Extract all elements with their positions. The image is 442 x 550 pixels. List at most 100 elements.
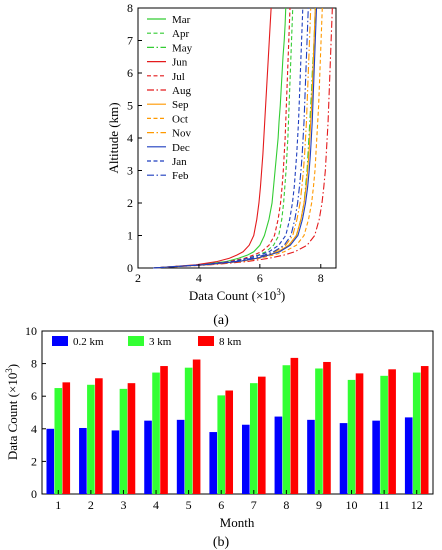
series-line-jan — [153, 7, 304, 269]
bar-3km-month-8 — [282, 365, 291, 494]
bar-0_2km-month-10 — [339, 423, 348, 494]
x-tick-label: 8 — [283, 498, 289, 512]
plot-a-legend: Mar Apr May Jun Jul Aug Sep Oct Nov Dec Jan Feb — [147, 14, 193, 182]
bar-8km-month-1 — [62, 382, 71, 494]
monthly-bars — [46, 357, 429, 494]
bar-3km-month-11 — [380, 375, 388, 494]
bar-3km-month-6 — [217, 395, 226, 494]
bar-8km-month-12 — [420, 366, 429, 494]
legend-label-jul: Jul — [172, 71, 185, 83]
legend-label-dec: Dec — [172, 142, 190, 154]
y-tick-label: 6 — [31, 389, 37, 403]
x-tick-label: 6 — [257, 271, 263, 285]
y-tick-label: 5 — [127, 99, 133, 113]
altitude-profile-chart: 2 4 6 8 0 1 2 3 4 5 6 7 8 Mar Apr May Jun Jul Aug Sep Oct No… — [106, 1, 337, 328]
y-tick-label: 10 — [25, 324, 37, 338]
series-line-apr — [153, 7, 294, 269]
y-tick-label: 1 — [127, 229, 133, 243]
x-tick-label: 4 — [153, 498, 159, 512]
x-tick-label: 8 — [318, 271, 324, 285]
bar-3km-month-7 — [249, 383, 258, 494]
plot-b-xlabel: Month — [220, 515, 255, 530]
legend-label-oct: Oct — [172, 113, 188, 125]
legend-label-may: May — [172, 42, 193, 54]
y-tick-label: 2 — [127, 196, 133, 210]
bar-8km-month-9 — [323, 361, 331, 494]
legend-label-apr: Apr — [172, 28, 189, 40]
legend-label-sep: Sep — [172, 99, 189, 111]
bar-0_2km-month-12 — [404, 417, 413, 494]
x-tick-label: 2 — [135, 271, 141, 285]
bar-3km-month-9 — [315, 368, 323, 494]
legend-label-aug: Aug — [172, 85, 191, 97]
plot-b-frame — [41, 330, 434, 495]
plot-b-legend: 0.2 km 3 km 8 km — [52, 336, 242, 348]
panel-b-label: (b) — [213, 535, 230, 550]
plot-a-ylabel: Altitude (km) — [106, 102, 121, 173]
x-tick-label: 2 — [88, 498, 94, 512]
bar-3km-month-1 — [54, 388, 63, 494]
plot-b-ylabel: Data Count (×103) — [4, 364, 20, 460]
bar-8km-month-5 — [192, 359, 201, 494]
series-line-jul — [153, 7, 291, 269]
legend-label-feb: Feb — [172, 170, 189, 182]
x-tick-label: 5 — [186, 498, 192, 512]
bar-0_2km-month-5 — [176, 419, 185, 494]
bar-0_2km-month-4 — [144, 420, 152, 494]
bar-3km-month-4 — [152, 372, 160, 494]
bar-3km-month-3 — [119, 388, 128, 494]
legend-label-0_2-km: 0.2 km — [73, 336, 104, 348]
bar-8km-month-3 — [127, 383, 136, 494]
bar-8km-month-10 — [355, 373, 364, 494]
bar-3km-month-10 — [347, 379, 356, 494]
x-tick-label: 10 — [346, 498, 358, 512]
legend-label-jun: Jun — [172, 57, 188, 69]
altitude-series-lines — [153, 7, 333, 269]
bar-8km-month-7 — [257, 376, 266, 494]
legend-label-jan: Jan — [172, 156, 187, 168]
bar-0_2km-month-6 — [209, 432, 218, 494]
legend-label-8-km: 8 km — [219, 336, 242, 348]
plot-a-xlabel: Data Count (×103) — [189, 287, 285, 303]
bar-8km-month-2 — [95, 378, 103, 494]
bar-3km-month-5 — [184, 367, 193, 494]
bar-0_2km-month-1 — [46, 428, 55, 494]
bar-8km-month-4 — [160, 366, 168, 494]
bar-0_2km-month-11 — [372, 420, 380, 494]
x-tick-label: 12 — [411, 498, 423, 512]
y-tick-label: 4 — [31, 422, 37, 436]
x-tick-label: 4 — [196, 271, 202, 285]
y-tick-label: 7 — [127, 34, 133, 48]
y-tick-label: 2 — [31, 454, 37, 468]
x-tick-label: 11 — [378, 498, 390, 512]
bar-0_2km-month-3 — [111, 430, 120, 494]
y-tick-label: 0 — [31, 487, 37, 501]
bar-0_2km-month-2 — [79, 427, 87, 494]
y-tick-label: 6 — [127, 66, 133, 80]
bar-0_2km-month-7 — [241, 424, 250, 494]
y-tick-label: 8 — [31, 357, 37, 371]
bar-8km-month-8 — [290, 357, 299, 494]
x-tick-label: 3 — [120, 498, 126, 512]
y-tick-label: 4 — [127, 131, 133, 145]
x-tick-label: 9 — [316, 498, 322, 512]
legend-swatch-0_2-km — [52, 336, 68, 346]
legend-label-3-km: 3 km — [149, 336, 172, 348]
y-tick-label: 0 — [127, 261, 133, 275]
panel-a-label: (a) — [213, 313, 229, 328]
legend-label-nov: Nov — [172, 128, 191, 140]
y-tick-label: 3 — [127, 164, 133, 178]
bar-8km-month-6 — [225, 390, 234, 494]
plot-a-axes: 2 4 6 8 0 1 2 3 4 5 6 7 8 — [127, 1, 324, 285]
x-tick-label: 1 — [55, 498, 61, 512]
bar-0_2km-month-9 — [307, 419, 315, 494]
legend-label-mar: Mar — [172, 14, 191, 26]
series-line-aug — [153, 7, 333, 269]
y-tick-label: 8 — [127, 1, 133, 15]
series-line-jun — [153, 7, 272, 269]
series-line-dec — [153, 7, 318, 269]
bar-3km-month-2 — [87, 384, 95, 494]
legend-swatch-3-km — [128, 336, 144, 346]
